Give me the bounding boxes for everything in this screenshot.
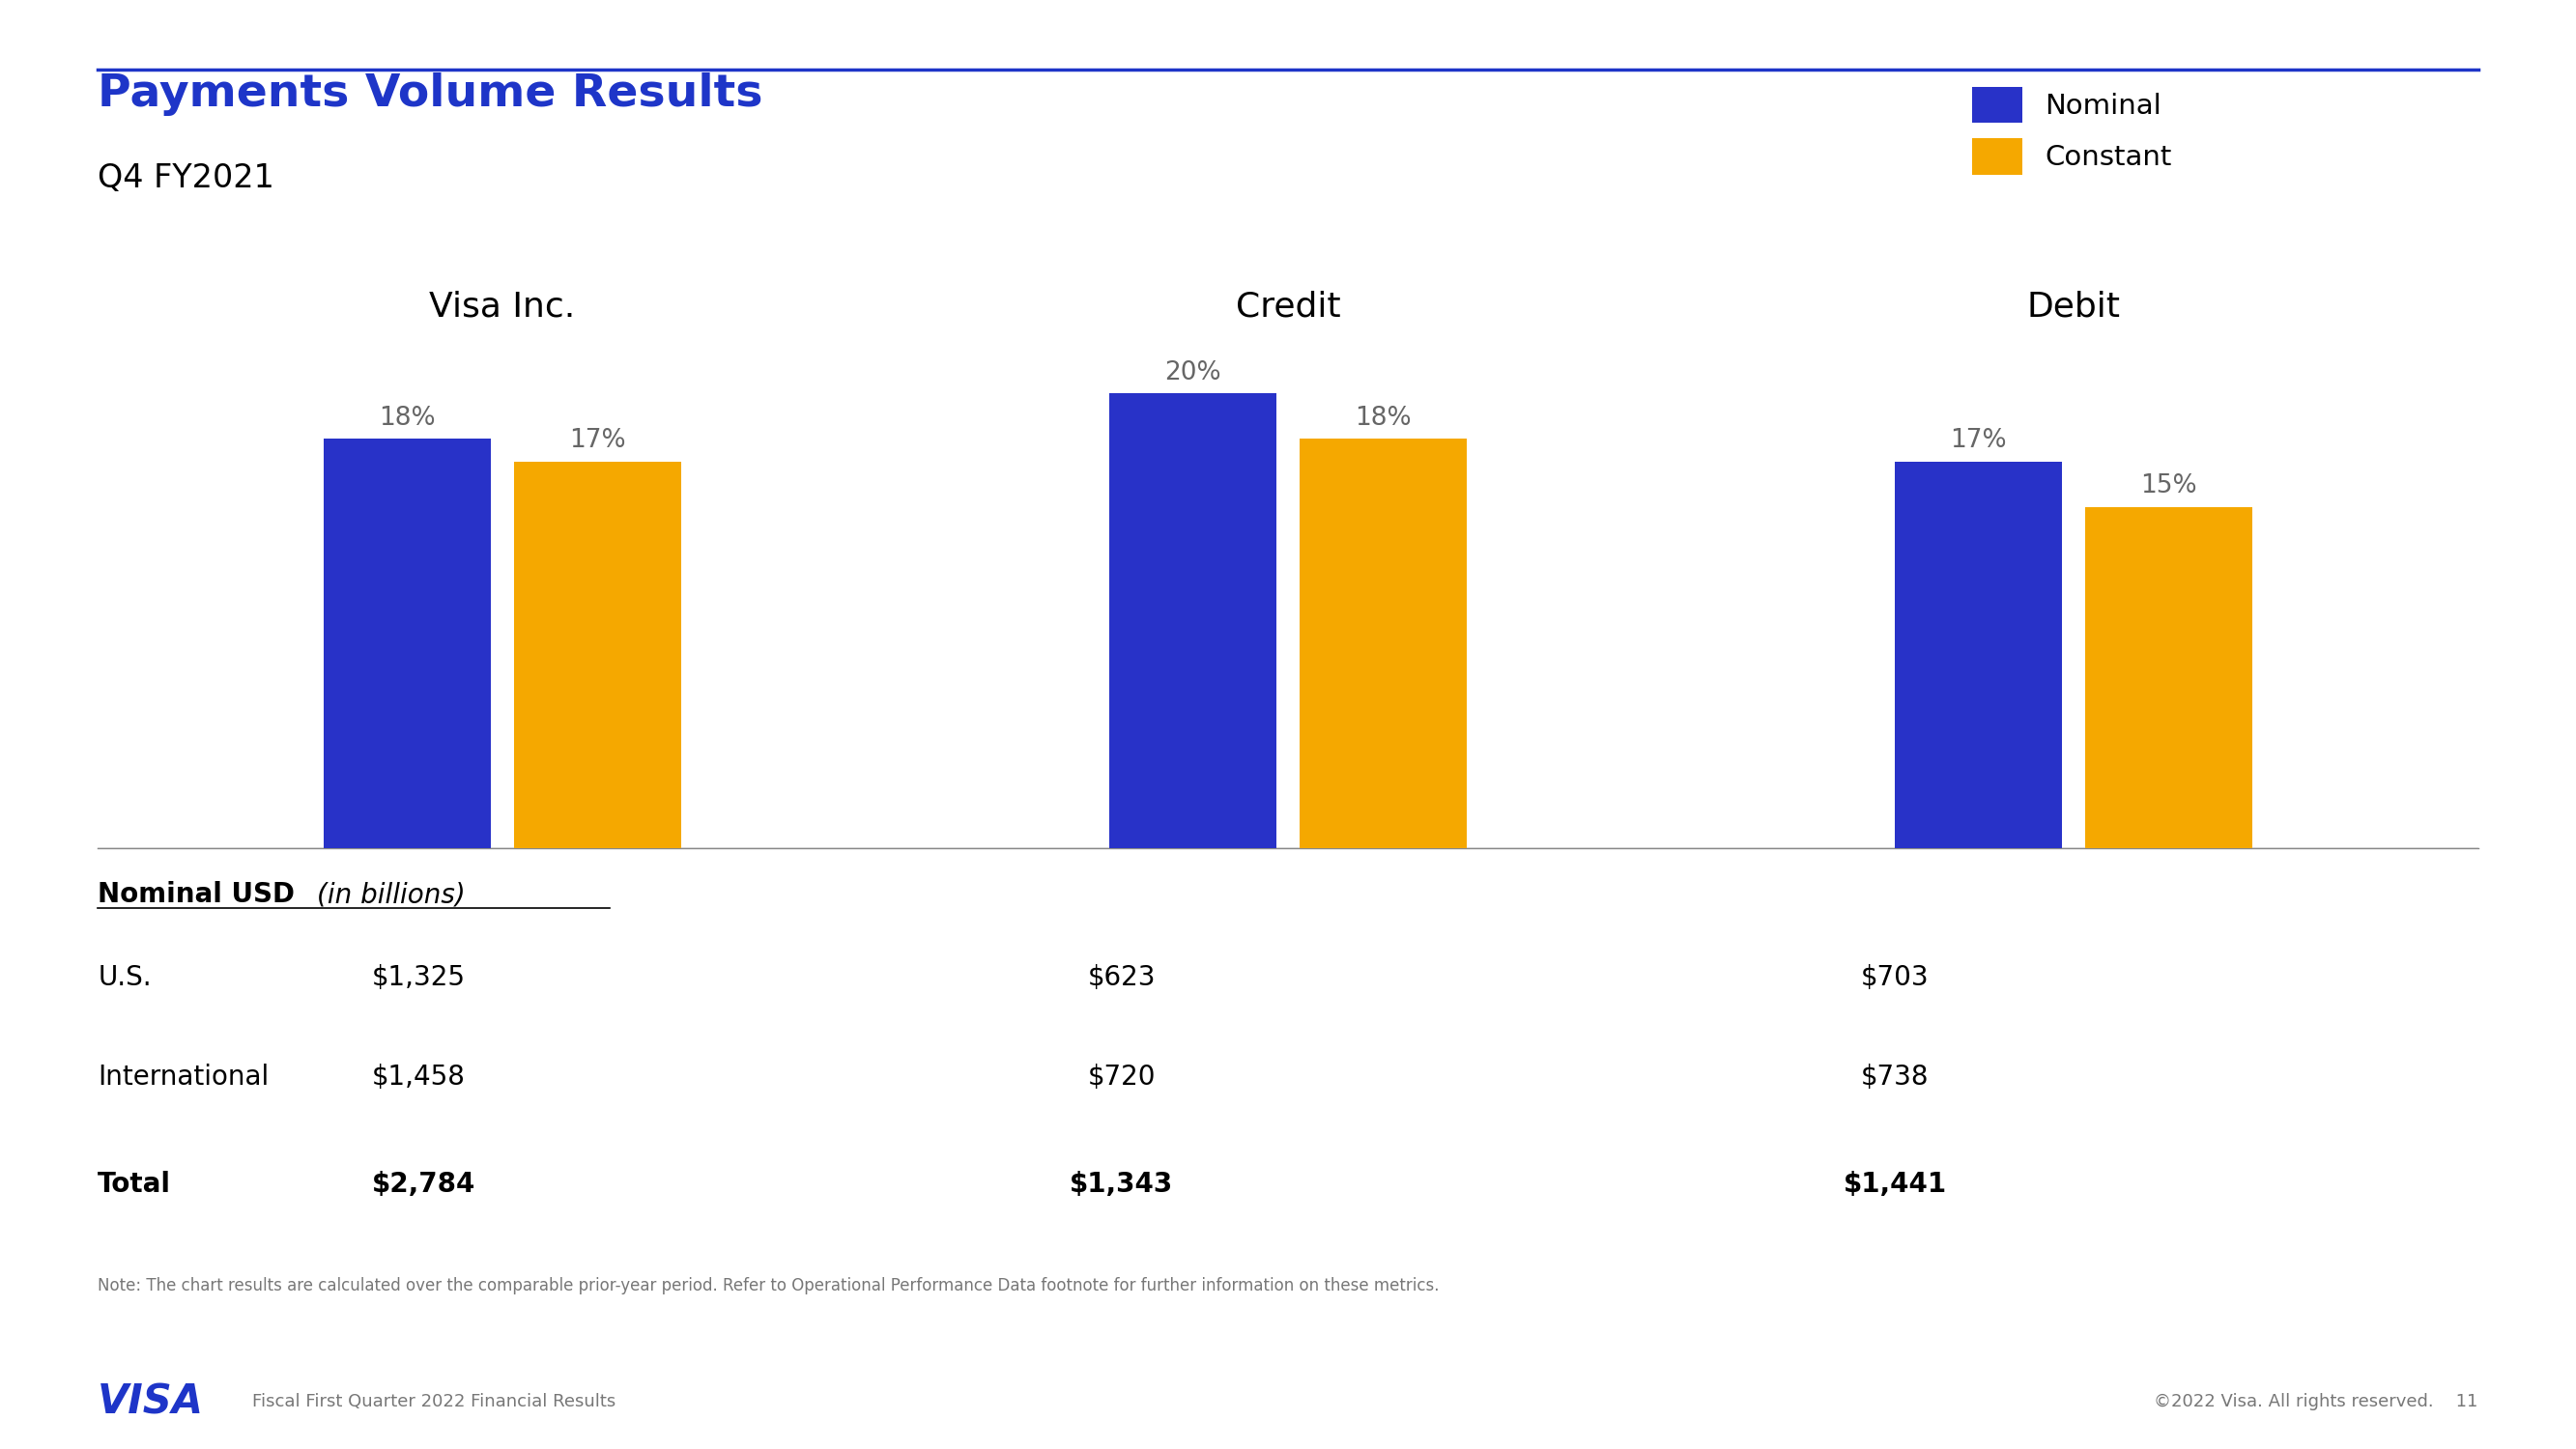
Bar (2087, 507, 2251, 848)
Text: International: International (98, 1064, 268, 1091)
Text: Nominal USD: Nominal USD (98, 881, 304, 909)
Text: $1,441: $1,441 (1844, 1171, 1947, 1198)
Text: $1,325: $1,325 (371, 964, 466, 991)
Text: U.S.: U.S. (98, 964, 152, 991)
Text: (in billions): (in billions) (317, 881, 466, 909)
Text: ©2022 Visa. All rights reserved.    11: ©2022 Visa. All rights reserved. 11 (2154, 1394, 2478, 1411)
Text: Debit: Debit (2027, 290, 2120, 323)
Text: 17%: 17% (569, 429, 626, 454)
Text: Q4 FY2021: Q4 FY2021 (98, 162, 276, 194)
Legend: Nominal, Constant: Nominal, Constant (1971, 87, 2172, 174)
Text: Payments Volume Results: Payments Volume Results (98, 72, 762, 116)
Bar (515, 461, 680, 848)
Text: $720: $720 (1087, 1064, 1157, 1091)
Text: Note: The chart results are calculated over the comparable prior-year period. Re: Note: The chart results are calculated o… (98, 1277, 1440, 1294)
Text: VISA: VISA (98, 1382, 204, 1423)
Text: 15%: 15% (2141, 474, 2197, 498)
Text: $738: $738 (1860, 1064, 1929, 1091)
Text: $1,458: $1,458 (371, 1064, 466, 1091)
Text: $1,343: $1,343 (1069, 1171, 1172, 1198)
Bar (1110, 393, 1275, 848)
Text: $2,784: $2,784 (371, 1171, 477, 1198)
Text: 18%: 18% (379, 406, 435, 430)
Text: $703: $703 (1860, 964, 1929, 991)
Text: 20%: 20% (1164, 361, 1221, 385)
Bar (1301, 439, 1466, 848)
Bar (325, 439, 489, 848)
Text: Fiscal First Quarter 2022 Financial Results: Fiscal First Quarter 2022 Financial Resu… (252, 1394, 616, 1411)
Text: Total: Total (98, 1171, 173, 1198)
Text: 17%: 17% (1950, 429, 2007, 454)
Bar (1896, 461, 2061, 848)
Text: $623: $623 (1087, 964, 1157, 991)
Text: 18%: 18% (1355, 406, 1412, 430)
Text: Credit: Credit (1236, 290, 1340, 323)
Text: Visa Inc.: Visa Inc. (430, 290, 574, 323)
